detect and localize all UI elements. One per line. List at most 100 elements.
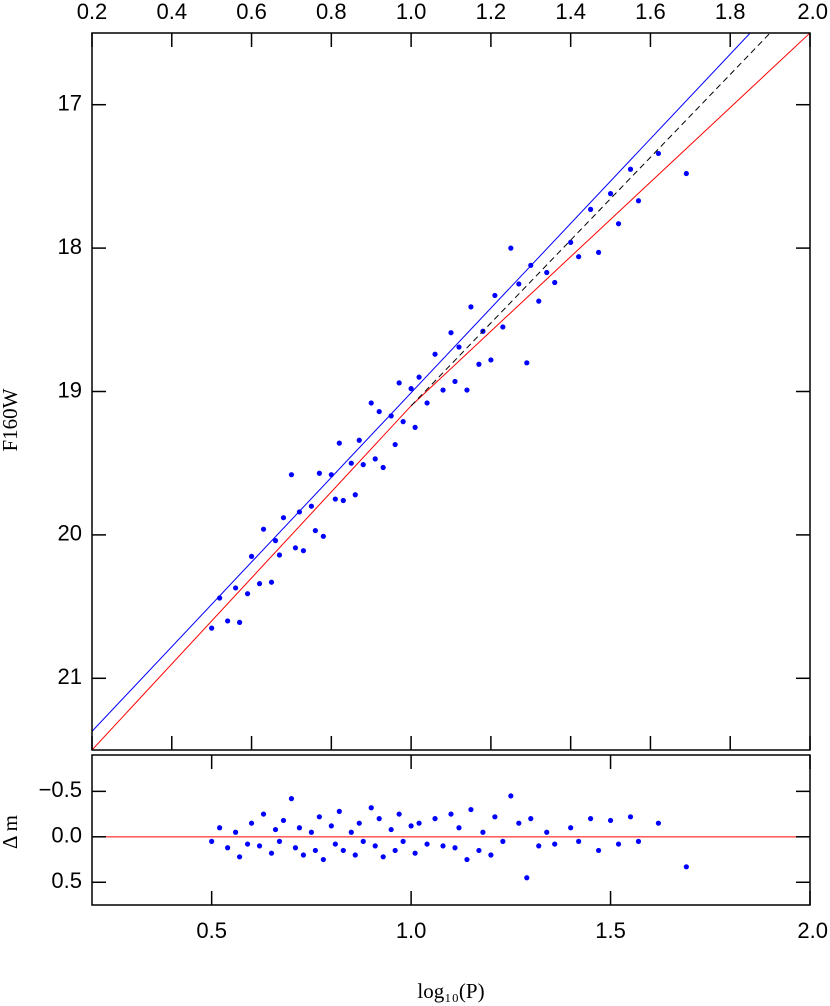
data-point [588, 816, 594, 822]
data-point [432, 816, 438, 822]
x-tick-label: 0.5 [196, 918, 227, 943]
data-point [635, 198, 642, 204]
y-tick-label: 21 [58, 664, 82, 689]
data-point [260, 526, 267, 532]
y-tick-label: −0.5 [39, 777, 82, 802]
data-point [328, 472, 334, 478]
data-point [328, 823, 334, 829]
data-point [635, 838, 642, 844]
data-point [400, 419, 406, 425]
data-point [480, 829, 486, 835]
x-tick-label: 1.4 [555, 0, 586, 24]
data-point [568, 239, 574, 245]
data-point [468, 806, 474, 813]
data-point [544, 829, 550, 835]
data-point [432, 351, 438, 357]
data-point [316, 814, 322, 820]
data-point [340, 847, 346, 854]
data-point [576, 254, 582, 260]
data-point [352, 852, 358, 858]
data-point [308, 503, 314, 509]
data-point [552, 841, 558, 847]
data-point [372, 843, 378, 849]
fit-line [92, 33, 810, 750]
residual-plot-area [92, 793, 810, 881]
data-point [268, 850, 275, 856]
data-point [412, 850, 418, 856]
y-tick-label: 19 [58, 377, 82, 402]
data-point [552, 279, 558, 286]
data-point [209, 838, 215, 844]
data-point [280, 817, 287, 824]
data-point [576, 838, 582, 844]
data-point [476, 847, 482, 854]
data-point [296, 825, 303, 831]
data-point [352, 492, 358, 498]
y-tick-label: 17 [58, 91, 82, 116]
y-tick-label: 20 [58, 521, 82, 546]
data-point [348, 460, 354, 466]
fit-line [92, 33, 751, 732]
data-point [440, 387, 446, 393]
y-tick-label: 0.5 [51, 868, 82, 893]
data-point [412, 424, 418, 430]
data-point [476, 361, 482, 367]
data-point [244, 841, 251, 847]
data-point [424, 400, 430, 406]
data-point [340, 497, 346, 504]
data-point [248, 820, 255, 826]
data-point [272, 826, 279, 833]
data-point [464, 387, 470, 393]
data-point [236, 854, 243, 860]
data-point [336, 808, 342, 814]
x-tick-label: 2.0 [797, 918, 828, 943]
data-point [268, 579, 275, 585]
data-point [233, 829, 239, 835]
x-tick-label: 0.6 [236, 0, 267, 24]
data-point [380, 464, 386, 471]
data-point [320, 856, 326, 863]
y-tick-label: 18 [58, 234, 82, 259]
data-point [627, 814, 634, 820]
data-point [416, 374, 422, 380]
data-point [500, 838, 506, 844]
data-point [392, 441, 398, 448]
x-axis-title: log₁₀(P) [417, 979, 484, 1003]
data-point [508, 793, 514, 799]
main-plot-area [92, 33, 810, 750]
x-tick-label: 1.0 [396, 0, 427, 24]
data-point [348, 829, 354, 835]
data-point [568, 825, 574, 831]
y-axis-title: Δ m [0, 815, 22, 849]
x-tick-label: 1.0 [396, 918, 427, 943]
data-point [320, 533, 326, 539]
data-point [360, 838, 366, 844]
data-point [683, 170, 689, 177]
data-point [655, 150, 662, 157]
data-point [615, 221, 622, 227]
data-point [524, 875, 530, 881]
data-point [408, 386, 414, 392]
data-point [516, 820, 522, 826]
data-point [492, 814, 498, 820]
x-tick-label: 2.0 [797, 0, 828, 24]
data-point [400, 838, 406, 844]
data-point [276, 552, 283, 558]
data-point [528, 816, 534, 822]
x-tick-label: 1.6 [635, 0, 666, 24]
data-point [356, 820, 362, 826]
data-point [500, 324, 506, 330]
data-point [416, 820, 422, 826]
data-point [312, 847, 318, 854]
data-point [356, 437, 362, 443]
data-point [372, 456, 378, 462]
data-point [360, 462, 366, 468]
data-point [456, 825, 462, 831]
data-point [244, 591, 251, 597]
data-point [292, 845, 299, 851]
data-point [492, 292, 498, 299]
data-point [368, 400, 374, 406]
x-tick-label: 1.5 [595, 918, 626, 943]
data-point [524, 360, 530, 366]
